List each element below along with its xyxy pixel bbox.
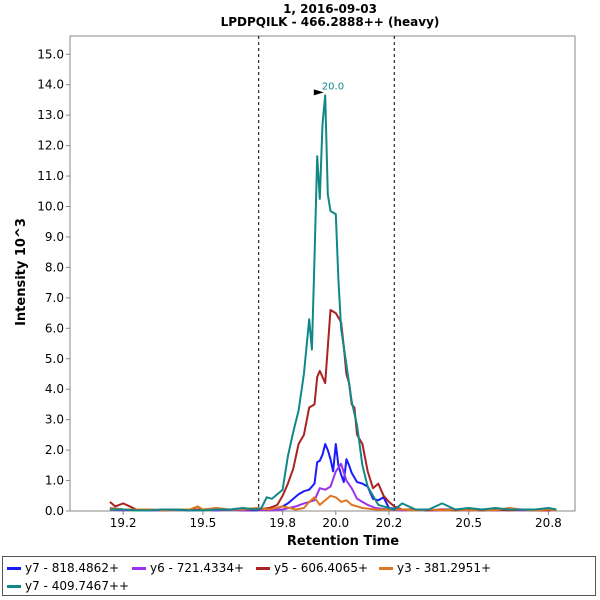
x-tick-label: 20.8 bbox=[535, 516, 562, 530]
y-tick-label: 8.0 bbox=[45, 260, 64, 274]
legend-item: y7 - 409.7467++ bbox=[7, 578, 129, 594]
legend-label: y7 - 818.4862+ bbox=[25, 561, 120, 575]
chart-svg: 1, 2016-09-03 LPDPQILK - 466.2888++ (hea… bbox=[14, 2, 576, 549]
y-axis: 0.0 1.0 2.0 3.0 4.0 5.0 6.0 7.0 8.0 9.0 10.0 11.0 12… bbox=[37, 47, 70, 518]
y-axis-title: Intensity 10^3 bbox=[14, 218, 29, 326]
legend-label: y3 - 381.2951+ bbox=[397, 561, 492, 575]
y-tick-label: 1.0 bbox=[45, 474, 64, 488]
x-tick-label: 19.8 bbox=[269, 516, 296, 530]
legend-item: y3 - 381.2951+ bbox=[379, 560, 491, 576]
peak-label: 20.0 bbox=[322, 81, 344, 92]
x-tick-label: 20.2 bbox=[376, 516, 403, 530]
y-tick-label: 14.0 bbox=[37, 78, 64, 92]
legend-swatch bbox=[7, 584, 21, 588]
legend-swatch bbox=[132, 566, 146, 570]
y-tick-label: 3.0 bbox=[45, 413, 64, 427]
y-tick-label: 6.0 bbox=[45, 321, 64, 335]
x-axis-title: Retention Time bbox=[287, 534, 399, 549]
y-tick-label: 9.0 bbox=[45, 230, 64, 244]
legend-item: y6 - 721.4334+ bbox=[132, 560, 244, 576]
legend-item: y7 - 818.4862+ bbox=[7, 560, 119, 576]
y-tick-label: 10.0 bbox=[37, 200, 64, 214]
legend-swatch bbox=[7, 566, 21, 570]
y-tick-label: 2.0 bbox=[45, 443, 64, 457]
peak-arrow bbox=[313, 89, 324, 96]
y-tick-label: 11.0 bbox=[37, 169, 64, 183]
x-tick-label: 20.5 bbox=[455, 516, 482, 530]
x-axis: 19.2 19.5 19.8 20.0 20.2 20.5 20.8 bbox=[110, 511, 562, 530]
chart-title: 1, 2016-09-03 bbox=[283, 2, 377, 16]
legend-label: y6 - 721.4334+ bbox=[150, 561, 245, 575]
y-tick-label: 0.0 bbox=[45, 504, 64, 518]
series-line bbox=[109, 94, 557, 512]
y-tick-label: 12.0 bbox=[37, 139, 64, 153]
peak-marker: 20.0 bbox=[313, 81, 344, 96]
y-tick-label: 7.0 bbox=[45, 291, 64, 305]
y-tick-label: 15.0 bbox=[37, 47, 64, 61]
plot-area-frame bbox=[69, 35, 576, 512]
legend: y7 - 818.4862+ y6 - 721.4334+ y5 - 606.406… bbox=[2, 556, 596, 596]
legend-label: y5 - 606.4065+ bbox=[274, 561, 369, 575]
x-tick-label: 20.0 bbox=[322, 516, 349, 530]
legend-swatch bbox=[379, 566, 393, 570]
legend-label: y7 - 409.7467++ bbox=[25, 579, 130, 593]
y-tick-label: 13.0 bbox=[37, 108, 64, 122]
y-tick-label: 4.0 bbox=[45, 382, 64, 396]
series-lines bbox=[109, 94, 557, 512]
x-tick-label: 19.5 bbox=[190, 516, 217, 530]
legend-item: y5 - 606.4065+ bbox=[256, 560, 368, 576]
series-line bbox=[109, 494, 557, 512]
x-tick-label: 19.2 bbox=[110, 516, 137, 530]
chart-subtitle: LPDPQILK - 466.2888++ (heavy) bbox=[221, 15, 440, 29]
peak-boundaries bbox=[258, 36, 395, 511]
legend-swatch bbox=[256, 566, 270, 570]
y-tick-label: 5.0 bbox=[45, 352, 64, 366]
